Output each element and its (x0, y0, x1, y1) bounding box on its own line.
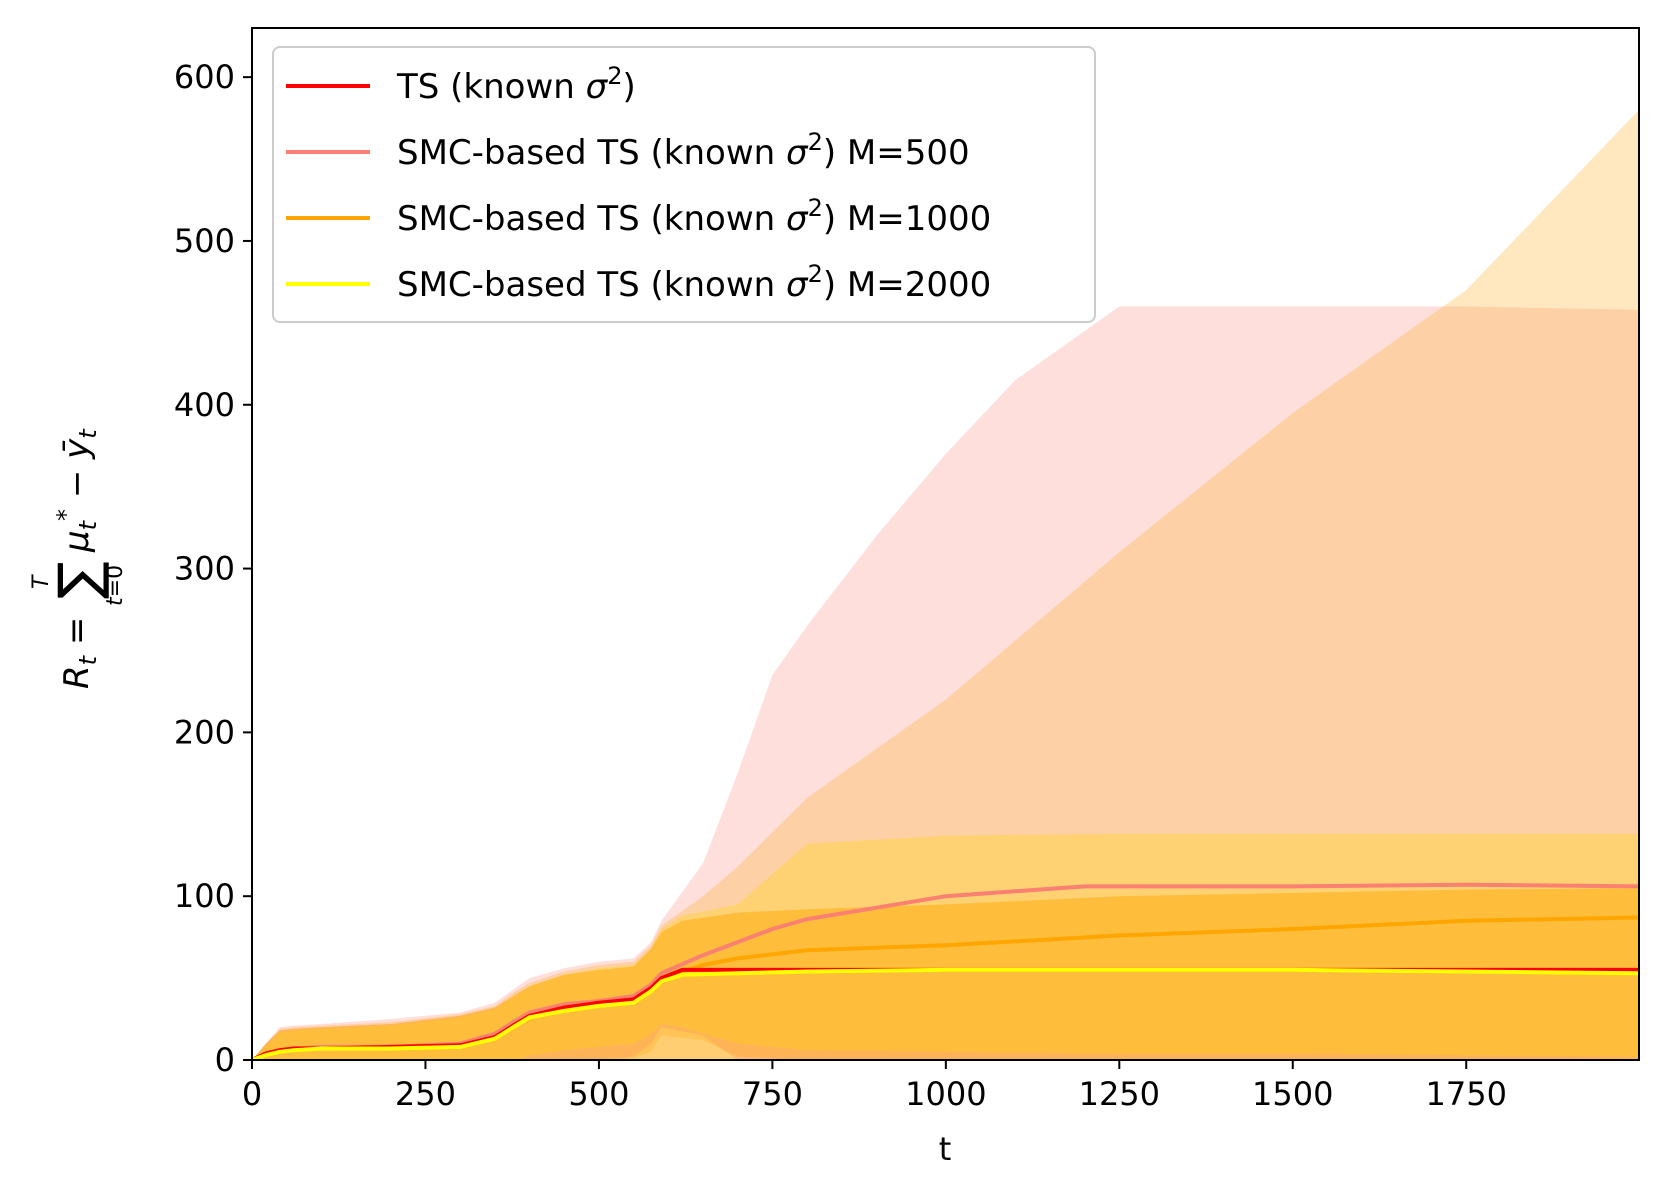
legend-label-2: SMC-based TS (known σ2) M=500 (397, 128, 970, 173)
legend-label-4: SMC-based TS (known σ2) M=2000 (397, 260, 991, 305)
series-lines (252, 882, 1639, 1060)
legend-box (272, 46, 1096, 323)
y-tick-label: 400 (174, 386, 235, 424)
x-axis-label: t (939, 1130, 952, 1168)
svg-text:T: T (29, 574, 54, 589)
svg-text:t=0: t=0 (103, 565, 128, 606)
x-tick-label: 1500 (1252, 1075, 1333, 1113)
y-tick-label: 300 (174, 550, 235, 588)
legend-label-3: SMC-based TS (known σ2) M=1000 (397, 194, 991, 239)
y-tick-label: 100 (174, 877, 235, 915)
y-tick-label: 600 (174, 58, 235, 96)
x-axis-ticks: 0 250 500 750 1000 1250 1500 1750 (242, 1060, 1507, 1113)
y-axis-label: Rt = ∑ T t=0 μt* − ȳt (29, 428, 128, 689)
x-tick-label: 0 (242, 1075, 262, 1113)
y-tick-label: 200 (174, 713, 235, 751)
band-series-2 (252, 306, 1639, 1060)
y-axis-ticks: 0 100 200 300 400 500 600 (174, 58, 252, 1079)
y-tick-label: 500 (174, 222, 235, 260)
y-tick-label: 0 (215, 1041, 235, 1079)
x-tick-label: 1250 (1079, 1075, 1160, 1113)
legend: TS (known σ2) SMC-based TS (known σ2) M=5… (272, 46, 1096, 323)
svg-text:Rt =: Rt = (57, 617, 102, 689)
x-tick-label: 1750 (1426, 1075, 1507, 1113)
x-tick-label: 500 (568, 1075, 629, 1113)
x-tick-label: 250 (395, 1075, 456, 1113)
x-tick-label: 1000 (905, 1075, 986, 1113)
line-series-4 (252, 967, 1639, 1060)
band-series-3 (252, 109, 1639, 1060)
x-tick-label: 750 (742, 1075, 803, 1113)
legend-label-1: TS (known σ2) (396, 62, 636, 107)
svg-text:μt* − ȳt: μt* − ȳt (52, 428, 102, 553)
svg-text:∑: ∑ (47, 561, 112, 599)
